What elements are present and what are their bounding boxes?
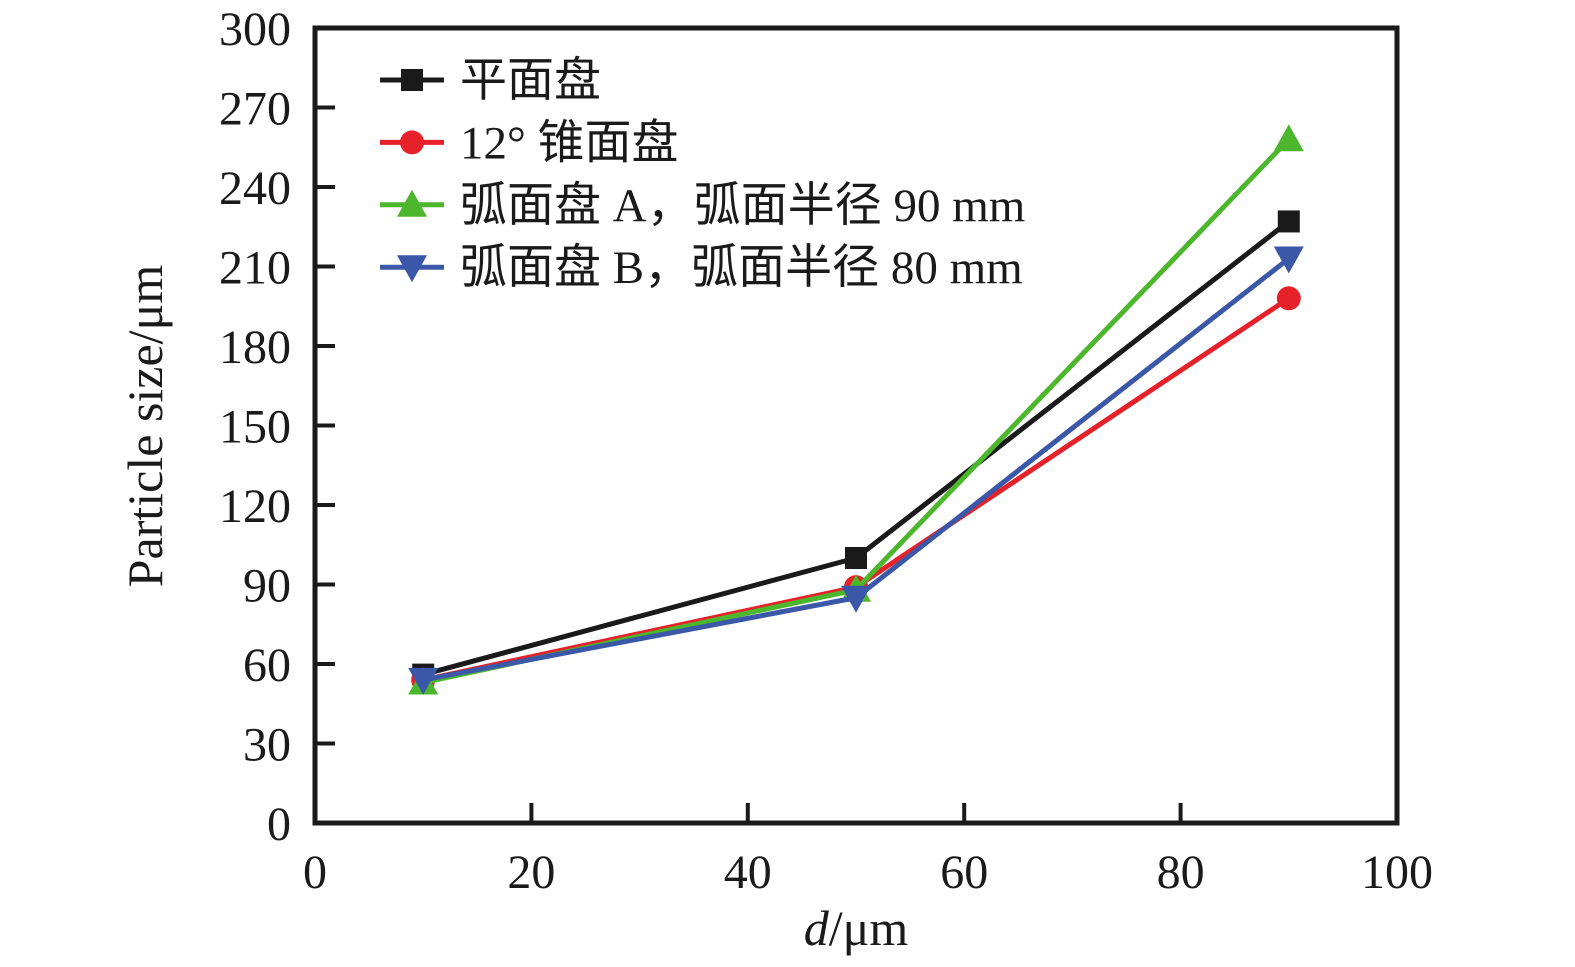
y-tick-label: 210 xyxy=(219,242,291,295)
x-tick-label: 80 xyxy=(1157,846,1205,899)
x-tick-label: 0 xyxy=(303,846,327,899)
x-axis-title-unit: /μm xyxy=(829,900,909,956)
y-tick-label: 270 xyxy=(219,83,291,136)
y-tick-label: 0 xyxy=(267,798,291,851)
chart-generated-layer: 0 30 60 90 120 150 180 210 240 270 300 0 20 40 60 80 100… xyxy=(219,3,1433,899)
x-axis-title-variable: d xyxy=(804,900,830,956)
series-2-triangle-up-marker xyxy=(1273,124,1304,152)
legend-2-triangle-up-marker xyxy=(397,189,427,217)
legend-item-2: 弧面盘 A，弧面半径 90 mm xyxy=(380,180,1025,232)
x-tick-label: 60 xyxy=(940,846,988,899)
legend-0-square-marker xyxy=(401,69,423,91)
series-3-triangle-down-marker xyxy=(1273,246,1304,274)
series-1-line xyxy=(422,296,1291,683)
x-axis-title: d/μm xyxy=(804,900,909,956)
legend-item-0: 平面盘 xyxy=(380,55,601,107)
x-tick-label: 40 xyxy=(724,846,772,899)
legend-item-1: 12° 锥面盘 xyxy=(380,117,679,169)
series-1-circle-marker xyxy=(1276,286,1301,311)
series-0-square-marker xyxy=(845,547,867,569)
y-tick-label: 300 xyxy=(219,3,291,56)
y-tick-label: 240 xyxy=(219,162,291,215)
series-3-triangle-down-marker xyxy=(841,585,871,613)
legend-3-label: 弧面盘 B，弧面半径 80 mm xyxy=(460,242,1023,294)
x-tick-label: 100 xyxy=(1361,846,1433,899)
series-3 xyxy=(408,246,1304,695)
series-0-square-marker xyxy=(1277,210,1300,233)
y-tick-label: 90 xyxy=(243,560,291,613)
y-axis-title: Particle size/μm xyxy=(117,265,173,588)
y-tick-label: 180 xyxy=(219,321,291,374)
legend-3-triangle-down-marker xyxy=(397,255,427,283)
legend-1-circle-marker xyxy=(400,130,424,155)
legend-item-3: 弧面盘 B，弧面半径 80 mm xyxy=(380,242,1023,294)
legend-2-label: 弧面盘 A，弧面半径 90 mm xyxy=(460,180,1025,232)
series-1 xyxy=(411,286,1301,692)
y-tick-label: 150 xyxy=(219,401,291,454)
y-tick-label: 120 xyxy=(219,480,291,533)
legend-0-label: 平面盘 xyxy=(460,55,601,107)
y-tick-label: 30 xyxy=(243,719,291,772)
legend-1-label: 12° 锥面盘 xyxy=(460,117,679,169)
y-tick-label: 60 xyxy=(243,639,291,692)
series-3-triangle-down-marker xyxy=(408,667,439,695)
x-tick-label: 20 xyxy=(507,846,555,899)
